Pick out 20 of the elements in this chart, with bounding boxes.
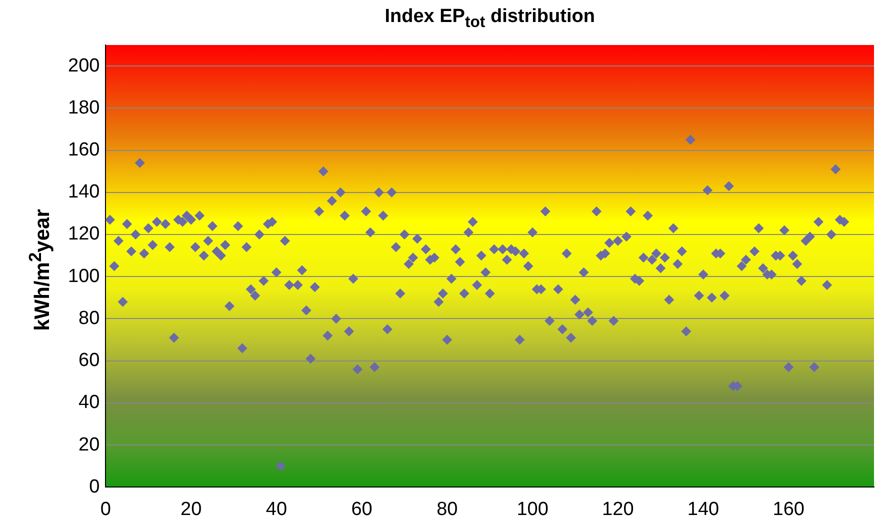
- x-tick-label: 40: [266, 498, 288, 520]
- y-tick-label: 140: [68, 182, 100, 203]
- y-tick-label: 160: [68, 140, 100, 161]
- y-tick-label: 80: [78, 308, 100, 329]
- x-tick-label: 120: [602, 498, 634, 520]
- x-tick-label: 60: [351, 498, 372, 520]
- y-tick-label: 40: [78, 392, 100, 414]
- y-tick-label: 60: [78, 350, 100, 372]
- y-tick-label: 200: [68, 55, 100, 76]
- x-tick-label: 140: [687, 498, 720, 520]
- x-tick-label: 80: [436, 498, 458, 520]
- chart-title: Index EP$_{tot}$ distribution: [384, 6, 596, 32]
- x-tick-label: 20: [180, 498, 202, 520]
- y-tick-label: 20: [78, 434, 100, 456]
- y-tick-label: 100: [68, 266, 100, 287]
- x-tick-label: 100: [516, 498, 548, 520]
- x-tick-label: 160: [772, 498, 804, 520]
- y-tick-label: 120: [68, 224, 100, 245]
- y-tick-label: 180: [68, 97, 100, 118]
- y-tick-label: 0: [89, 476, 100, 498]
